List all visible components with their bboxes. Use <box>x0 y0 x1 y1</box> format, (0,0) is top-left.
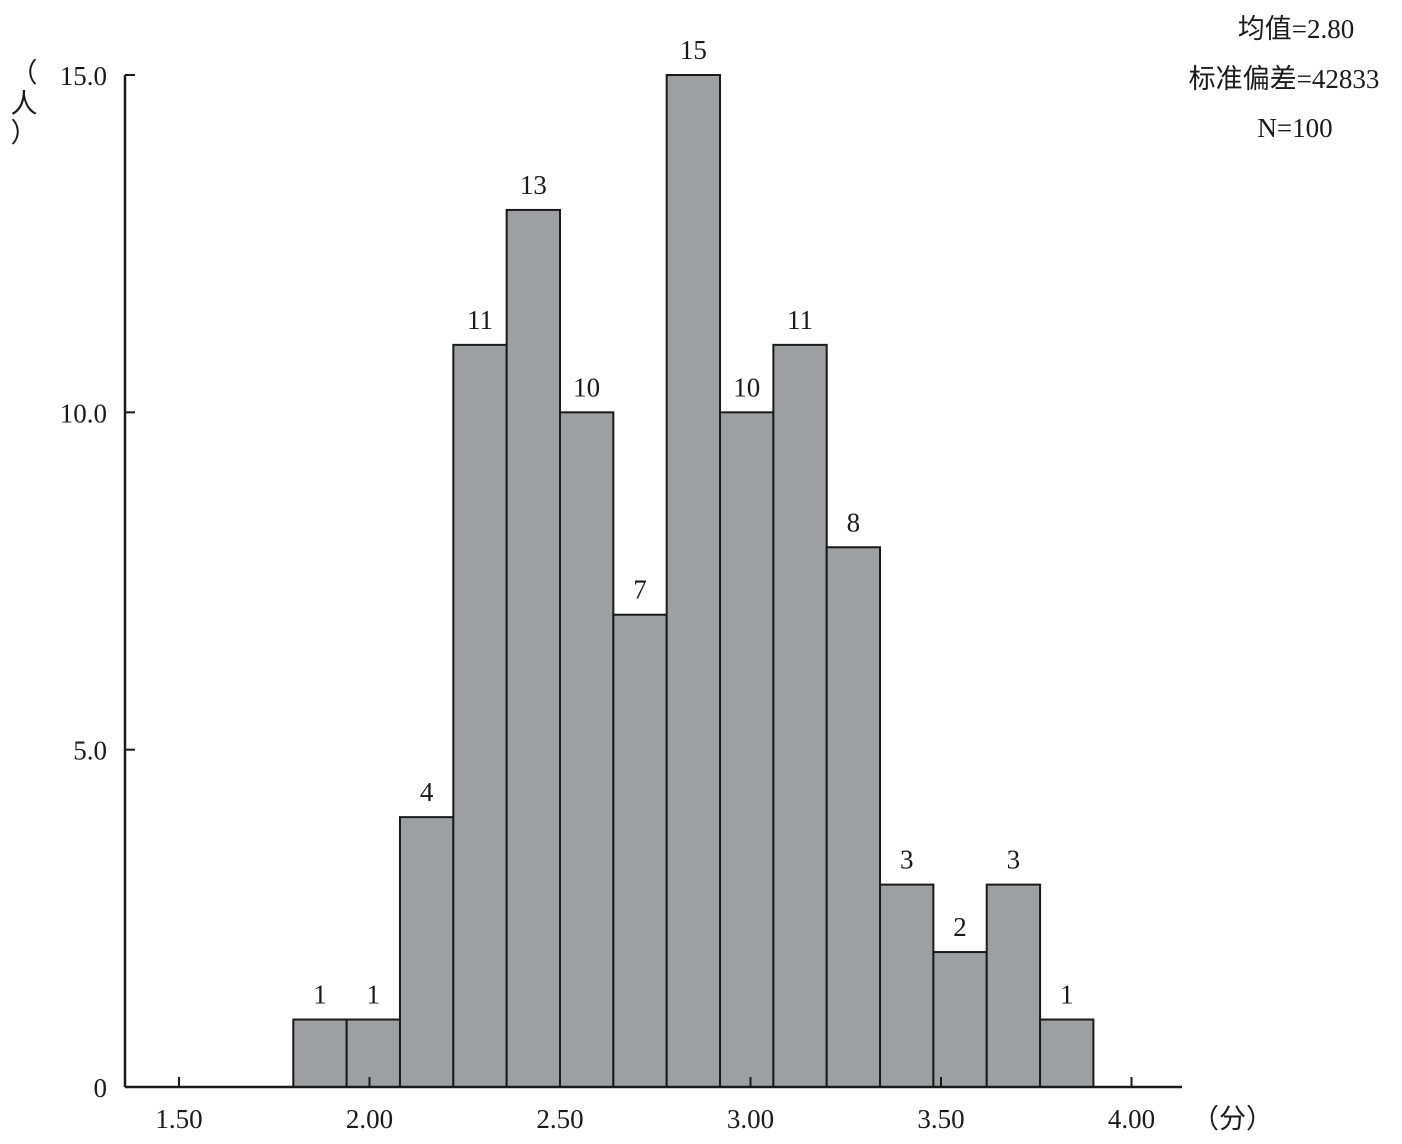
x-tick-label: 2.00 <box>346 1104 393 1134</box>
bar-value-label: 13 <box>520 170 547 200</box>
bar-value-label: 1 <box>367 980 381 1010</box>
x-tick-label: 1.50 <box>155 1104 202 1134</box>
bar-value-label: 7 <box>633 575 647 605</box>
histogram-bar <box>452 343 508 1089</box>
histogram-bar <box>932 951 988 1088</box>
bar-value-label: 3 <box>900 845 914 875</box>
y-tick-label: 5.0 <box>73 736 107 766</box>
histogram-bar <box>292 1018 348 1088</box>
histogram-bar <box>985 883 1042 1088</box>
y-tick-label: 15.0 <box>60 61 107 91</box>
histogram-bar <box>559 411 615 1089</box>
y-tick-group: 0 5.0 10.0 15.0 <box>60 61 135 1103</box>
histogram-bar <box>505 208 562 1088</box>
bar-value-label: 4 <box>420 777 434 807</box>
bar-group <box>292 74 1095 1089</box>
x-tick-label: 3.00 <box>727 1104 774 1134</box>
bar-value-label: 1 <box>313 980 327 1010</box>
y-tick-label: 0 <box>94 1073 108 1103</box>
histogram-bar <box>665 74 722 1088</box>
x-tick-group: 1.50 2.00 2.50 3.00 3.50 4.00 <box>155 1077 1155 1134</box>
bar-value-label: 11 <box>787 305 813 335</box>
axes <box>123 75 1182 1089</box>
y-tick-label: 10.0 <box>60 398 107 428</box>
bar-value-label: 8 <box>847 507 861 537</box>
histogram-bar <box>879 883 935 1088</box>
y-axis-title-close-paren: ） <box>11 118 38 148</box>
stat-mean: 均值=2.80 <box>1238 14 1354 44</box>
stat-std: 标准偏差=42833 <box>1189 64 1380 94</box>
bar-value-label: 10 <box>733 372 760 402</box>
x-tick-label: 2.50 <box>536 1104 583 1134</box>
bar-value-label: 3 <box>1007 845 1021 875</box>
histogram-bar <box>719 411 775 1089</box>
y-axis-title-open-paren: （ <box>11 58 38 88</box>
x-tick-label: 3.50 <box>917 1104 964 1134</box>
bar-value-label: 10 <box>573 372 600 402</box>
stats-annotation: 均值=2.80 标准偏差=42833 N=100 <box>1189 14 1380 143</box>
histogram-bar <box>398 816 455 1089</box>
bar-value-label: 1 <box>1060 980 1074 1010</box>
histogram-bar <box>772 343 828 1089</box>
x-tick-label: 4.00 <box>1108 1104 1155 1134</box>
y-axis-title: （ 人 ） <box>11 58 38 148</box>
bar-value-label: 2 <box>953 912 967 942</box>
histogram-bar <box>345 1018 401 1088</box>
histogram-bar <box>612 613 668 1088</box>
stat-n: N=100 <box>1257 113 1332 143</box>
x-axis-title: （分） <box>1192 1104 1273 1134</box>
y-axis-title-text: 人 <box>11 89 38 119</box>
histogram-bar <box>825 546 882 1088</box>
bar-value-label: 15 <box>680 35 707 65</box>
histogram-bar <box>1039 1018 1095 1088</box>
bar-value-label: 11 <box>467 305 493 335</box>
